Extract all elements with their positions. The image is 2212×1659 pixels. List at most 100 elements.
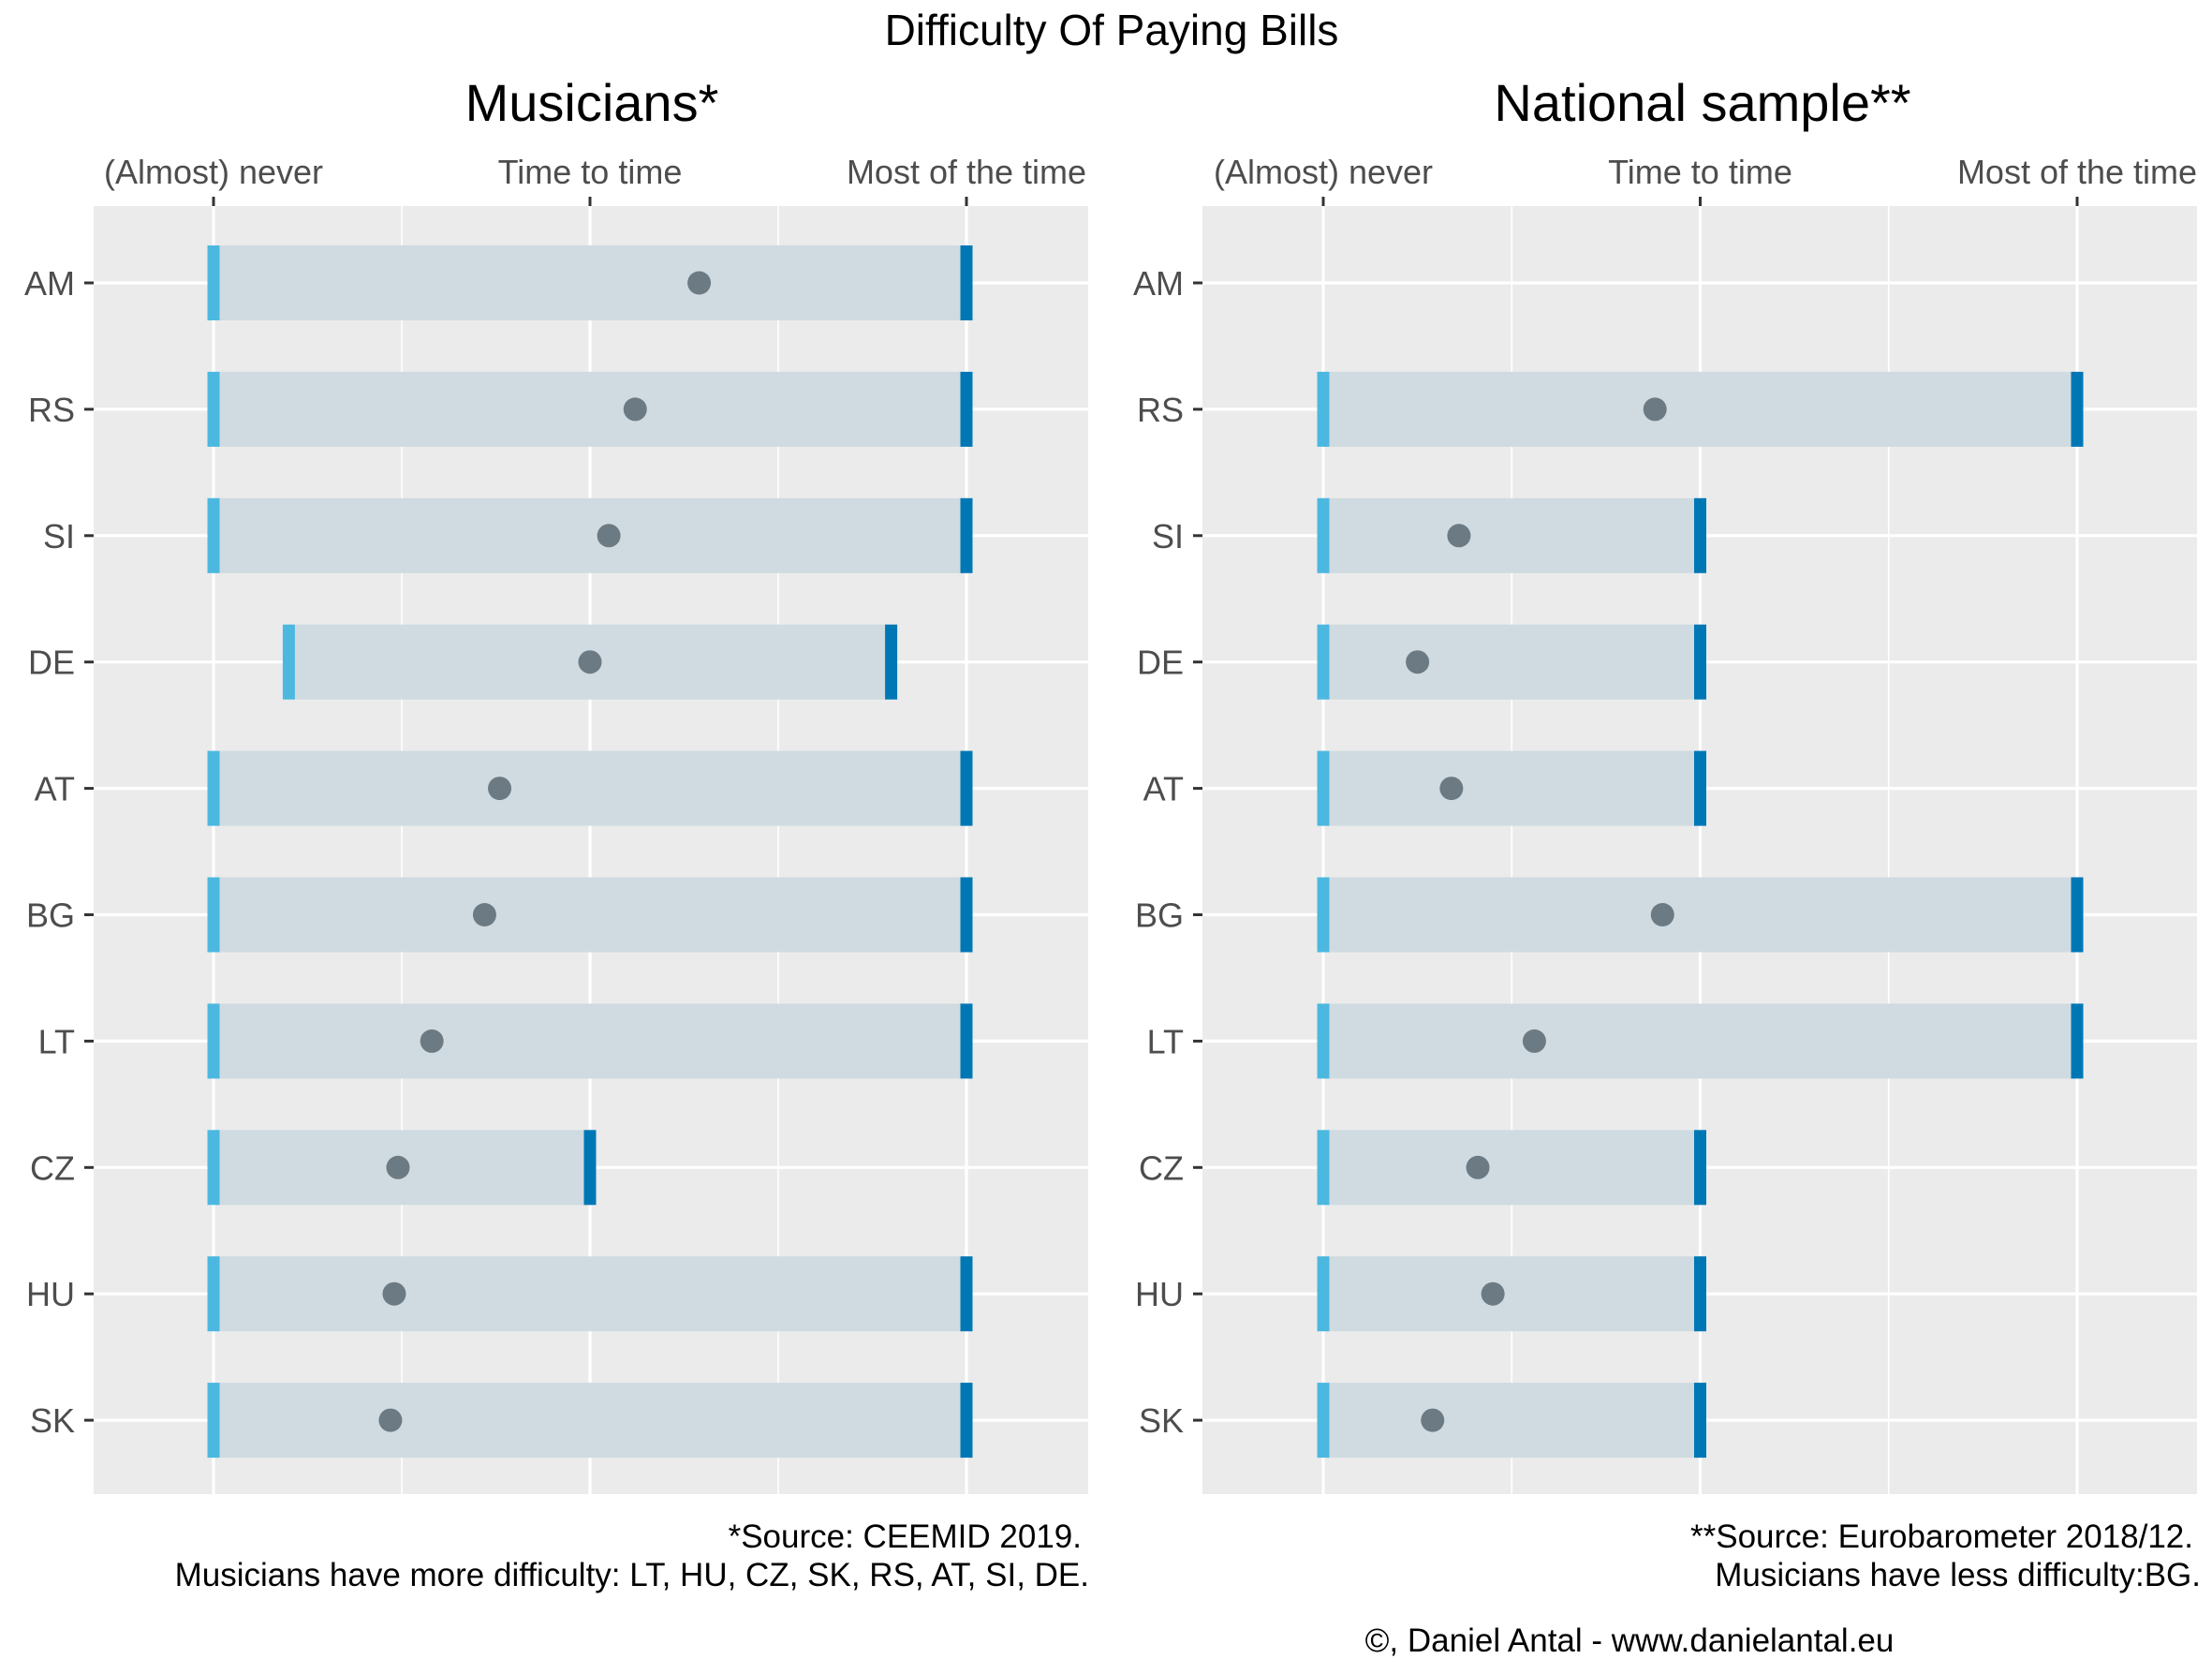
min-marker [1317,1256,1330,1332]
y-tick-label: AT [35,770,75,808]
max-marker [1694,750,1706,826]
range-band [1323,1383,1701,1459]
min-marker [1317,1383,1330,1459]
max-marker [2071,877,2084,953]
mean-point [1643,397,1667,422]
x-tick-label: Most of the time [847,153,1086,191]
max-marker [960,371,973,447]
max-marker [960,245,973,320]
range-band [1323,750,1701,826]
range-band [1323,497,1701,573]
mean-point [420,1029,444,1053]
mean-point [1466,1155,1490,1179]
min-marker [1317,1003,1330,1079]
mean-point [687,271,712,295]
range-band [1323,624,1701,700]
caption-line-2: Musicians have more difficulty: LT, HU, … [175,1557,1089,1593]
range-band [214,245,966,320]
y-tick-label: SK [1139,1401,1184,1440]
min-marker [1317,624,1330,700]
min-marker [207,1130,220,1206]
min-marker [1317,1130,1330,1206]
min-marker [207,1256,220,1332]
max-marker [960,877,973,953]
min-marker [1317,371,1330,447]
max-marker [960,1383,973,1459]
x-tick-label: (Almost) never [1214,153,1433,191]
y-tick-label: HU [1135,1275,1184,1313]
copyright-text: ©, Daniel Antal - www.danielantal.eu [1365,1622,1895,1659]
panel-title: Musicians* [465,73,719,132]
range-band [1323,877,2077,953]
mean-point [1650,903,1674,926]
y-tick-label: AT [1143,770,1184,808]
max-marker [2071,371,2084,447]
min-marker [207,245,220,320]
x-tick-label: Most of the time [1957,153,2197,191]
mean-point [1447,524,1471,548]
x-tick-label: Time to time [498,153,683,191]
range-band [214,497,966,573]
mean-point [378,1408,403,1432]
y-tick-label: BG [26,896,75,935]
x-tick-label: Time to time [1608,153,1792,191]
range-band [214,1256,966,1332]
max-marker [960,1256,973,1332]
panel-national-sample: (Almost) never Time to time Most of the ti… [1133,73,2197,1494]
min-marker [207,371,220,447]
max-marker [960,497,973,573]
min-marker [207,750,220,826]
min-marker [207,1003,220,1079]
max-marker [583,1130,597,1206]
mean-point [1481,1281,1505,1306]
max-marker [960,750,973,826]
mean-point [472,903,496,926]
min-marker [282,624,295,700]
range-band [1323,1130,1701,1206]
y-tick-label: SK [30,1401,75,1440]
y-tick-label: SI [43,517,75,555]
mean-point [1421,1408,1445,1432]
y-tick-label: CZ [1139,1148,1184,1187]
mean-point [1406,650,1430,674]
y-tick-label: BG [1135,896,1184,935]
min-marker [207,497,220,573]
max-marker [2071,1003,2084,1079]
panel-musicians: (Almost) never Time to time Most of the ti… [24,73,1088,1494]
y-tick-label: LT [38,1022,75,1060]
mean-point [488,777,512,801]
mean-point [382,1281,406,1306]
caption-line-1: **Source: Eurobarometer 2018/12. [1690,1518,2193,1555]
max-marker [885,624,898,700]
y-tick-label: AM [24,264,75,303]
mean-point [623,397,647,422]
y-tick-label: LT [1147,1022,1184,1060]
x-tick-label: (Almost) never [104,153,323,191]
min-marker [207,877,220,953]
range-band [1323,371,2077,447]
max-marker [1694,1383,1706,1459]
range-band [214,877,966,953]
y-tick-label: HU [26,1275,75,1313]
range-band [1323,1256,1701,1332]
y-tick-label: RS [28,391,75,429]
caption-line-2: Musicians have less difficulty:BG. [1715,1557,2201,1593]
range-band [1323,1003,2077,1079]
chart-title: Difficulty Of Paying Bills [885,6,1339,54]
range-band [214,750,966,826]
caption-line-1: *Source: CEEMID 2019. [729,1518,1082,1555]
y-tick-label: DE [1137,644,1184,682]
y-tick-label: SI [1152,517,1184,555]
mean-point [1439,777,1464,801]
mean-point [578,650,602,674]
range-band [214,371,966,447]
min-marker [1317,497,1330,573]
max-marker [1694,624,1706,700]
panel-title: National sample** [1494,73,1910,132]
y-tick-label: AM [1133,264,1184,303]
max-marker [1694,497,1706,573]
max-marker [960,1003,973,1079]
y-tick-label: CZ [30,1148,75,1187]
max-marker [1694,1130,1706,1206]
